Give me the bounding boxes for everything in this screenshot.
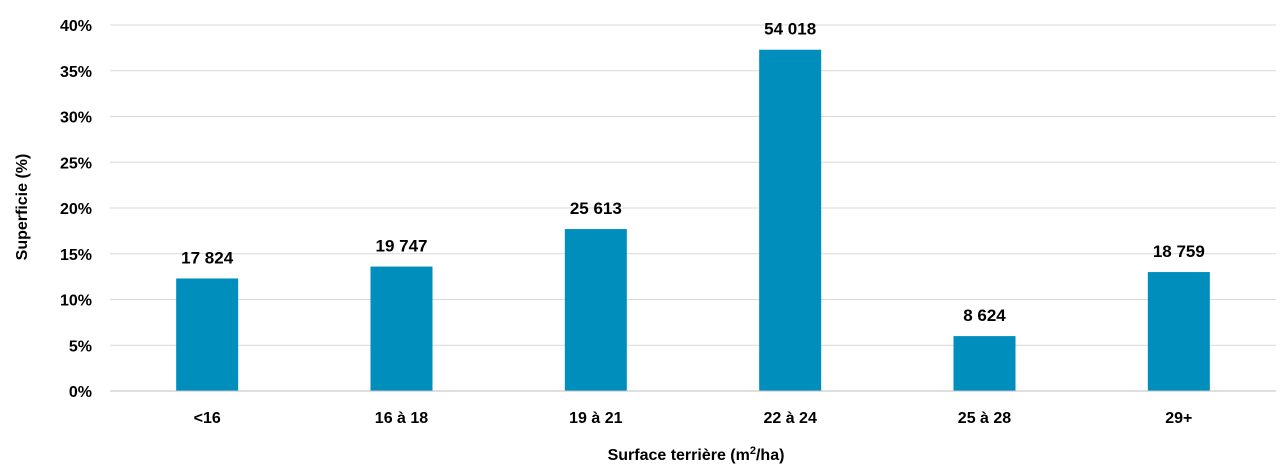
y-tick-label: 40%: [60, 18, 92, 35]
bar: [759, 49, 822, 391]
x-axis-title-tail: /ha): [756, 447, 784, 464]
y-tick-label: 35%: [60, 64, 92, 81]
bar: [953, 336, 1016, 391]
y-tick-label: 25%: [60, 155, 92, 172]
x-category-label: 29+: [1165, 410, 1192, 427]
x-category-label: 22 à 24: [763, 410, 816, 427]
y-axis-title: Superficie (%): [14, 154, 31, 261]
y-tick-label: 15%: [60, 247, 92, 264]
data-label: 25 613: [570, 199, 622, 218]
x-category-label: 25 à 28: [958, 410, 1011, 427]
bar: [564, 229, 627, 391]
bar: [176, 278, 239, 391]
x-axis-category-labels: <16 16 à 18 19 à 21 22 à 24 25 à 28 29+: [194, 410, 1193, 427]
x-category-label: 19 à 21: [569, 410, 622, 427]
x-axis-title-main: Surface terrière (m: [608, 447, 750, 464]
x-axis-title: Surface terrière (m2/ha): [608, 445, 785, 464]
data-label: 54 018: [764, 20, 816, 39]
data-label: 8 624: [963, 306, 1006, 325]
bar: [1147, 272, 1210, 391]
bar: [370, 266, 433, 391]
y-tick-label: 5%: [69, 338, 92, 355]
data-labels: 17 824 19 747 25 613 54 018 8 624 18 759: [181, 20, 1205, 325]
gridlines: [110, 24, 1276, 346]
data-label: 19 747: [376, 237, 428, 256]
y-tick-label: 0%: [69, 384, 92, 401]
data-label: 18 759: [1153, 242, 1205, 261]
x-axis-title-superscript: 2: [750, 445, 756, 457]
x-category-label: <16: [194, 410, 221, 427]
bars: [176, 49, 1210, 391]
y-axis-tick-labels: 0% 5% 10% 15% 20% 25% 30% 35% 40%: [60, 18, 92, 401]
y-tick-label: 30%: [60, 110, 92, 127]
y-tick-label: 10%: [60, 293, 92, 310]
data-label: 17 824: [181, 248, 234, 267]
x-category-label: 16 à 18: [375, 410, 428, 427]
y-tick-label: 20%: [60, 201, 92, 218]
